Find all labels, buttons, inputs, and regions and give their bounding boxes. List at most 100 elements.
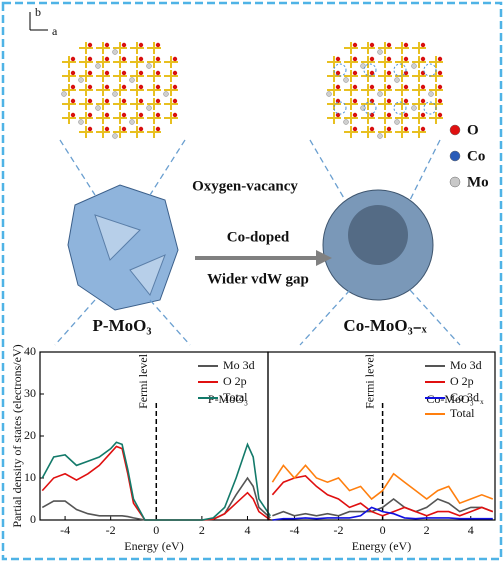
atom xyxy=(369,70,375,76)
sample-label: P-MoO₃ xyxy=(93,316,152,335)
illustration xyxy=(61,42,443,139)
atom-key xyxy=(449,150,461,162)
atom xyxy=(172,112,178,118)
atom xyxy=(403,98,409,104)
y-tick-label: 0 xyxy=(30,512,36,526)
atom xyxy=(104,42,110,48)
vacancy xyxy=(423,63,437,77)
atom xyxy=(172,84,178,90)
atom xyxy=(138,84,144,90)
atom xyxy=(394,77,400,83)
atom xyxy=(129,119,135,125)
arrow-head xyxy=(316,250,332,266)
atom xyxy=(386,70,392,76)
atom xyxy=(437,112,443,118)
atom xyxy=(352,126,358,132)
atom xyxy=(146,105,152,111)
x-tick-label: 0 xyxy=(153,523,159,537)
atom xyxy=(121,98,127,104)
atom xyxy=(335,84,341,90)
panel-label: Co-MoO₃₋ₓ xyxy=(426,392,484,406)
atom xyxy=(386,126,392,132)
atom xyxy=(335,112,341,118)
atom xyxy=(335,56,341,62)
atom xyxy=(155,112,161,118)
atom xyxy=(146,63,152,69)
atom xyxy=(78,77,84,83)
vacancy xyxy=(393,63,407,77)
atom xyxy=(78,119,84,125)
atom xyxy=(172,98,178,104)
atom xyxy=(428,91,434,97)
atom xyxy=(386,84,392,90)
atom xyxy=(403,42,409,48)
atom xyxy=(352,98,358,104)
annotation: Fermi level xyxy=(136,353,150,409)
x-axis-label: Energy (eV) xyxy=(352,539,411,553)
panel-label: P-MoO₃ xyxy=(208,392,248,406)
atom xyxy=(70,84,76,90)
atom xyxy=(386,98,392,104)
atom xyxy=(352,70,358,76)
atom xyxy=(70,112,76,118)
atom-label: O xyxy=(467,122,479,138)
plot-frame xyxy=(267,351,496,521)
atom xyxy=(172,56,178,62)
atom-label: Mo xyxy=(467,174,489,190)
atom xyxy=(87,98,93,104)
atom xyxy=(352,56,358,62)
vacancy xyxy=(333,63,347,77)
vacancy xyxy=(393,101,407,115)
atom xyxy=(155,56,161,62)
atom xyxy=(377,49,383,55)
atom xyxy=(155,98,161,104)
atom xyxy=(343,119,349,125)
atom xyxy=(87,112,93,118)
atom xyxy=(104,126,110,132)
axis-b-label: b xyxy=(35,5,41,19)
atom xyxy=(420,56,426,62)
atom xyxy=(437,98,443,104)
atom xyxy=(420,42,426,48)
atom xyxy=(155,42,161,48)
atom xyxy=(377,133,383,139)
x-tick-label: 2 xyxy=(424,523,430,537)
atom xyxy=(386,56,392,62)
atom xyxy=(411,63,417,69)
atom xyxy=(386,112,392,118)
atom xyxy=(369,84,375,90)
atom-key xyxy=(449,124,461,136)
atom xyxy=(104,70,110,76)
atom xyxy=(104,84,110,90)
legend-label: Mo 3d xyxy=(450,358,482,372)
x-tick-label: 4 xyxy=(244,523,250,537)
atom xyxy=(377,91,383,97)
atom xyxy=(104,112,110,118)
atom xyxy=(352,84,358,90)
atom xyxy=(70,70,76,76)
line-series xyxy=(271,475,494,517)
atom xyxy=(112,49,118,55)
atom xyxy=(138,112,144,118)
atom xyxy=(121,112,127,118)
atom xyxy=(420,84,426,90)
vacancy xyxy=(363,63,377,77)
legend-label: Mo 3d xyxy=(223,358,255,372)
atom xyxy=(61,91,67,97)
atom xyxy=(335,98,341,104)
atom xyxy=(172,70,178,76)
line-series xyxy=(271,464,494,505)
atom xyxy=(87,42,93,48)
legend-label: Co 3d xyxy=(450,390,479,404)
atom xyxy=(95,63,101,69)
vacancy xyxy=(423,101,437,115)
guide-lines xyxy=(54,139,461,346)
atom xyxy=(369,42,375,48)
vacancy xyxy=(363,101,377,115)
line-series xyxy=(272,497,494,517)
atom xyxy=(403,126,409,132)
atom xyxy=(411,105,417,111)
y-axis-label: Partial density of states (electrons/eV) xyxy=(10,344,24,527)
atom xyxy=(386,42,392,48)
